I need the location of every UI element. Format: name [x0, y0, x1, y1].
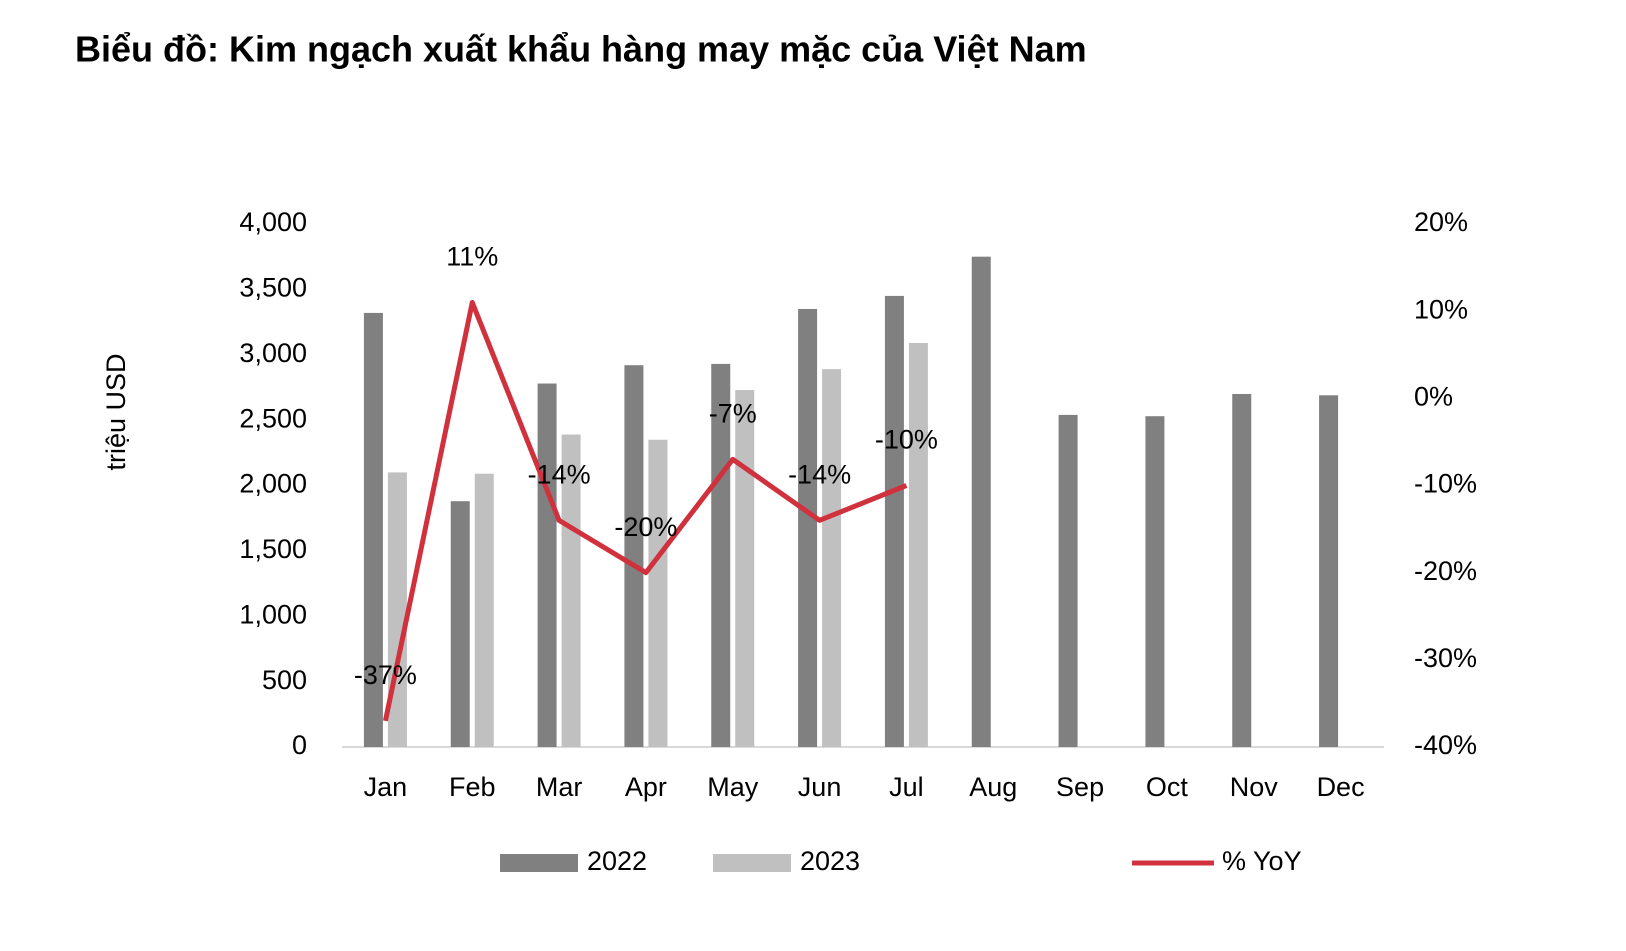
y-tick-label: 3,000 — [239, 338, 307, 368]
x-tick-label: Feb — [449, 772, 496, 802]
y2-tick-label: 0% — [1414, 381, 1453, 411]
bar — [1058, 414, 1078, 747]
x-tick-label: Jan — [364, 772, 408, 802]
x-tick-label: Oct — [1146, 772, 1189, 802]
data-label: -14% — [528, 459, 591, 489]
data-label: 11% — [446, 242, 498, 272]
bar — [1232, 393, 1252, 747]
y-tick-label: 0 — [292, 730, 307, 760]
chart-title: Biểu đồ: Kim ngạch xuất khẩu hàng may mặ… — [75, 29, 1087, 70]
x-tick-label: Aug — [969, 772, 1017, 802]
bar — [798, 308, 818, 747]
y-tick-label: 1,500 — [239, 534, 307, 564]
bar — [735, 390, 755, 747]
y2-tick-label: -10% — [1414, 469, 1477, 499]
data-label: -37% — [354, 660, 417, 690]
data-label: -10% — [875, 425, 938, 455]
legend-swatch — [500, 854, 578, 872]
x-tick-label: Dec — [1317, 772, 1365, 802]
y-tick-label: 3,500 — [239, 273, 307, 303]
legend-label: % YoY — [1222, 846, 1302, 876]
bar — [1319, 395, 1339, 747]
bar — [908, 342, 928, 747]
bar — [822, 369, 842, 747]
data-label: -14% — [788, 459, 851, 489]
y-tick-label: 1,000 — [239, 599, 307, 629]
y2-tick-label: 20% — [1414, 207, 1468, 237]
line — [382, 299, 908, 722]
bar — [711, 363, 731, 747]
y2-tick-label: 10% — [1414, 294, 1468, 324]
y2-tick-label: -20% — [1414, 556, 1477, 586]
y2-tick-label: -40% — [1414, 730, 1477, 760]
y-tick-label: 500 — [262, 665, 307, 695]
y2-tick-label: -30% — [1414, 643, 1477, 673]
x-tick-label: Jul — [889, 772, 924, 802]
bar — [474, 473, 494, 747]
y-axis-title: triệu USD — [101, 353, 131, 470]
x-tick-label: Nov — [1230, 772, 1279, 802]
y-tick-label: 2,500 — [239, 403, 307, 433]
legend-label: 2022 — [587, 846, 647, 876]
legend-label: 2023 — [800, 846, 860, 876]
data-label: -7% — [709, 398, 757, 428]
bar — [624, 365, 644, 747]
x-tick-label: Apr — [625, 772, 667, 802]
x-tick-label: May — [707, 772, 759, 802]
y-tick-label: 4,000 — [239, 207, 307, 237]
x-tick-label: Mar — [536, 772, 583, 802]
bar — [537, 383, 557, 747]
bar — [363, 312, 383, 747]
y-tick-label: 2,000 — [239, 469, 307, 499]
x-tick-label: Jun — [798, 772, 842, 802]
bar — [884, 295, 904, 747]
bar — [561, 434, 581, 747]
x-tick-label: Sep — [1056, 772, 1104, 802]
bar — [450, 501, 470, 747]
bar — [648, 439, 668, 747]
bar — [1145, 416, 1165, 747]
legend-swatch — [713, 854, 791, 872]
bar — [971, 256, 991, 747]
data-label: -20% — [614, 512, 677, 542]
